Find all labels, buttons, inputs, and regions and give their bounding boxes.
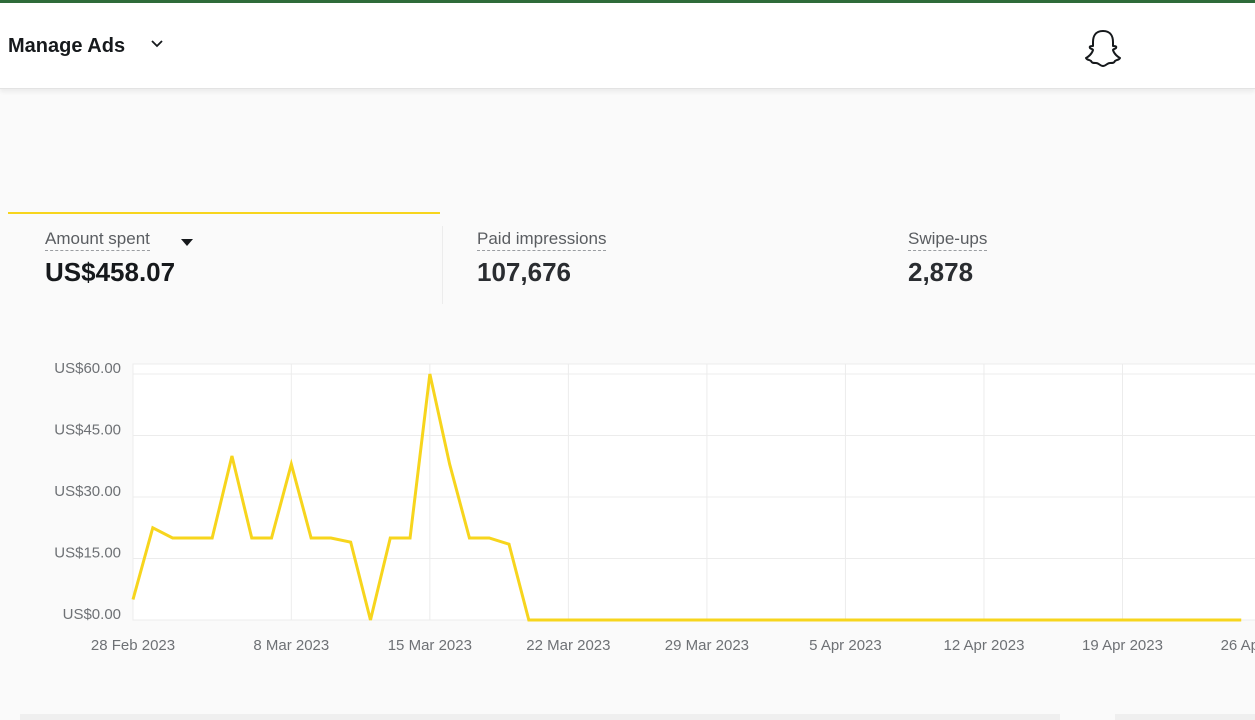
metric-tab[interactable]: Paid impressions 107,676 <box>477 229 607 288</box>
app-title[interactable]: Manage Ads <box>8 35 126 57</box>
panel-edge <box>20 714 1060 720</box>
plot-area <box>132 363 1255 621</box>
x-tick-label: 12 Apr 2023 <box>944 637 1025 654</box>
metric-value: US$458.07 <box>45 257 176 287</box>
line-series <box>131 373 1242 622</box>
y-tick-label: US$30.00 <box>54 483 121 500</box>
metric-label[interactable]: Paid impressions <box>477 229 607 251</box>
x-tick-label: 29 Mar 2023 <box>665 637 749 654</box>
metric-caret[interactable] <box>180 237 194 247</box>
metric-label[interactable]: Amount spent <box>45 229 150 251</box>
y-tick-label: US$60.00 <box>54 360 121 377</box>
y-tick-label: US$15.00 <box>54 544 121 561</box>
x-tick-label: 5 Apr 2023 <box>809 637 882 654</box>
snapchat-logo[interactable] <box>1083 28 1123 68</box>
metric-tab[interactable]: Amount spent US$458.07 <box>45 229 193 288</box>
y-tick-label: US$45.00 <box>54 421 121 438</box>
metric-tab[interactable]: Swipe-ups 2,878 <box>908 229 988 288</box>
x-tick-label: 22 Mar 2023 <box>526 637 610 654</box>
dropdown-chevron[interactable] <box>150 39 164 49</box>
x-tick-label: 28 Feb 2023 <box>91 637 175 654</box>
metric-value: 107,676 <box>477 257 571 287</box>
x-tick-label: 8 Mar 2023 <box>253 637 329 654</box>
metric-label[interactable]: Swipe-ups <box>908 229 988 251</box>
active-tab-indicator <box>8 212 440 214</box>
divider <box>442 226 443 304</box>
metric-value: 2,878 <box>908 257 974 287</box>
x-tick-label: 15 Mar 2023 <box>388 637 472 654</box>
top-bar <box>0 0 1255 3</box>
chart: US$0.00 US$15.00 US$30.00 US$45.00 US$60.00 2… <box>54 360 1255 654</box>
x-tick-label: 26 Apr 2023 <box>1221 637 1255 654</box>
x-tick-label: 19 Apr 2023 <box>1082 637 1163 654</box>
y-tick-label: US$0.00 <box>63 606 121 623</box>
header: Manage Ads <box>0 3 1255 89</box>
panel-edge <box>1115 714 1255 720</box>
